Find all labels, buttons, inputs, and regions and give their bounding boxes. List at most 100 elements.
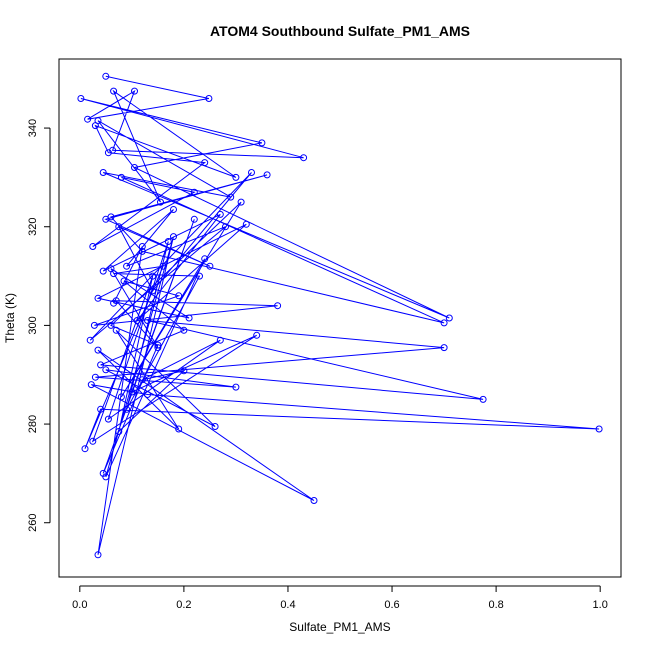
data-point bbox=[196, 272, 203, 280]
x-tick-label: 0.0 bbox=[72, 599, 87, 611]
x-tick-label: 1.0 bbox=[593, 599, 608, 611]
data-point bbox=[94, 346, 102, 354]
data-point bbox=[149, 272, 157, 280]
data-point bbox=[81, 445, 89, 453]
data-point bbox=[87, 381, 95, 389]
data-point bbox=[89, 437, 97, 445]
data-point bbox=[84, 115, 92, 123]
data-point bbox=[149, 287, 157, 295]
data-point bbox=[159, 262, 167, 270]
data-point bbox=[263, 171, 271, 179]
data-point bbox=[86, 336, 94, 344]
data-point bbox=[242, 220, 250, 228]
x-axis-label: Sulfate_PM1_AMS bbox=[289, 620, 390, 634]
data-point bbox=[123, 405, 131, 413]
data-point bbox=[94, 294, 102, 302]
data-point bbox=[133, 317, 141, 324]
data-point bbox=[274, 302, 282, 310]
data-point bbox=[206, 262, 214, 270]
x-tick-label: 0.8 bbox=[488, 599, 503, 611]
data-point bbox=[110, 299, 118, 307]
y-tick-label: 280 bbox=[27, 415, 39, 433]
data-point bbox=[201, 159, 209, 167]
data-point bbox=[112, 326, 120, 334]
data-point bbox=[211, 423, 219, 430]
data-point bbox=[97, 361, 105, 369]
data-point bbox=[102, 215, 110, 223]
data-point bbox=[99, 267, 107, 275]
data-point bbox=[157, 198, 164, 206]
data-point bbox=[97, 405, 105, 413]
data-point bbox=[144, 317, 151, 324]
data-point bbox=[104, 415, 112, 423]
y-tick-label: 300 bbox=[27, 316, 39, 334]
x-tick-label: 0.2 bbox=[176, 599, 191, 611]
x-tick-label: 0.6 bbox=[384, 599, 399, 611]
data-point bbox=[300, 154, 308, 162]
data-point bbox=[170, 206, 177, 213]
data-point bbox=[445, 314, 453, 322]
data-point bbox=[237, 198, 245, 206]
y-tick-label: 260 bbox=[27, 514, 39, 532]
chart-title: ATOM4 Southbound Sulfate_PM1_AMS bbox=[210, 23, 470, 39]
data-point bbox=[175, 292, 183, 300]
data-point bbox=[117, 393, 125, 401]
plot-frame bbox=[58, 58, 622, 578]
data-point bbox=[154, 341, 162, 349]
data-point bbox=[89, 243, 97, 250]
plot-area bbox=[77, 72, 603, 559]
data-point bbox=[170, 233, 177, 241]
data-point bbox=[479, 395, 487, 403]
data-point bbox=[232, 383, 240, 391]
data-point bbox=[110, 270, 118, 278]
data-point bbox=[216, 336, 224, 344]
data-point bbox=[180, 326, 188, 334]
data-point bbox=[120, 277, 128, 285]
data-point bbox=[102, 366, 110, 374]
data-point bbox=[102, 72, 110, 80]
data-point bbox=[185, 314, 193, 322]
data-point bbox=[227, 193, 235, 201]
data-point bbox=[144, 391, 151, 398]
data-point bbox=[77, 95, 85, 102]
data-point bbox=[595, 425, 603, 433]
data-point bbox=[138, 376, 146, 384]
data-point bbox=[440, 344, 448, 352]
data-point bbox=[310, 497, 318, 504]
data-point bbox=[117, 173, 125, 181]
data-point bbox=[248, 169, 255, 176]
x-tick-label: 0.4 bbox=[280, 599, 295, 611]
data-point bbox=[190, 188, 198, 196]
data-point bbox=[90, 321, 98, 329]
y-axis-label: Theta (K) bbox=[3, 293, 17, 343]
data-point bbox=[205, 95, 213, 102]
y-tick-label: 340 bbox=[27, 119, 39, 137]
x-axis: 0.0 0.2 0.4 0.6 0.8 1.0 bbox=[72, 585, 608, 611]
data-point bbox=[91, 122, 99, 130]
data-point bbox=[216, 210, 224, 218]
data-point bbox=[175, 425, 183, 433]
data-point bbox=[128, 388, 136, 396]
data-point bbox=[154, 344, 162, 352]
data-point bbox=[253, 331, 261, 339]
data-point bbox=[138, 247, 146, 255]
data-point bbox=[440, 319, 448, 327]
data-point bbox=[107, 321, 115, 329]
data-point bbox=[91, 373, 99, 381]
data-point bbox=[222, 223, 229, 231]
data-point bbox=[258, 139, 266, 147]
data-point bbox=[138, 243, 146, 250]
data-point bbox=[201, 255, 209, 263]
data-point bbox=[115, 428, 123, 435]
y-tick-label: 320 bbox=[27, 218, 39, 236]
data-point bbox=[102, 473, 110, 481]
data-point bbox=[131, 87, 138, 95]
y-axis: 260 280 300 320 340 bbox=[27, 119, 51, 532]
data-point bbox=[115, 223, 123, 231]
data-point bbox=[190, 215, 198, 223]
series-line bbox=[80, 75, 600, 555]
data-point bbox=[180, 367, 188, 375]
data-point bbox=[94, 551, 102, 559]
data-point bbox=[232, 173, 240, 181]
